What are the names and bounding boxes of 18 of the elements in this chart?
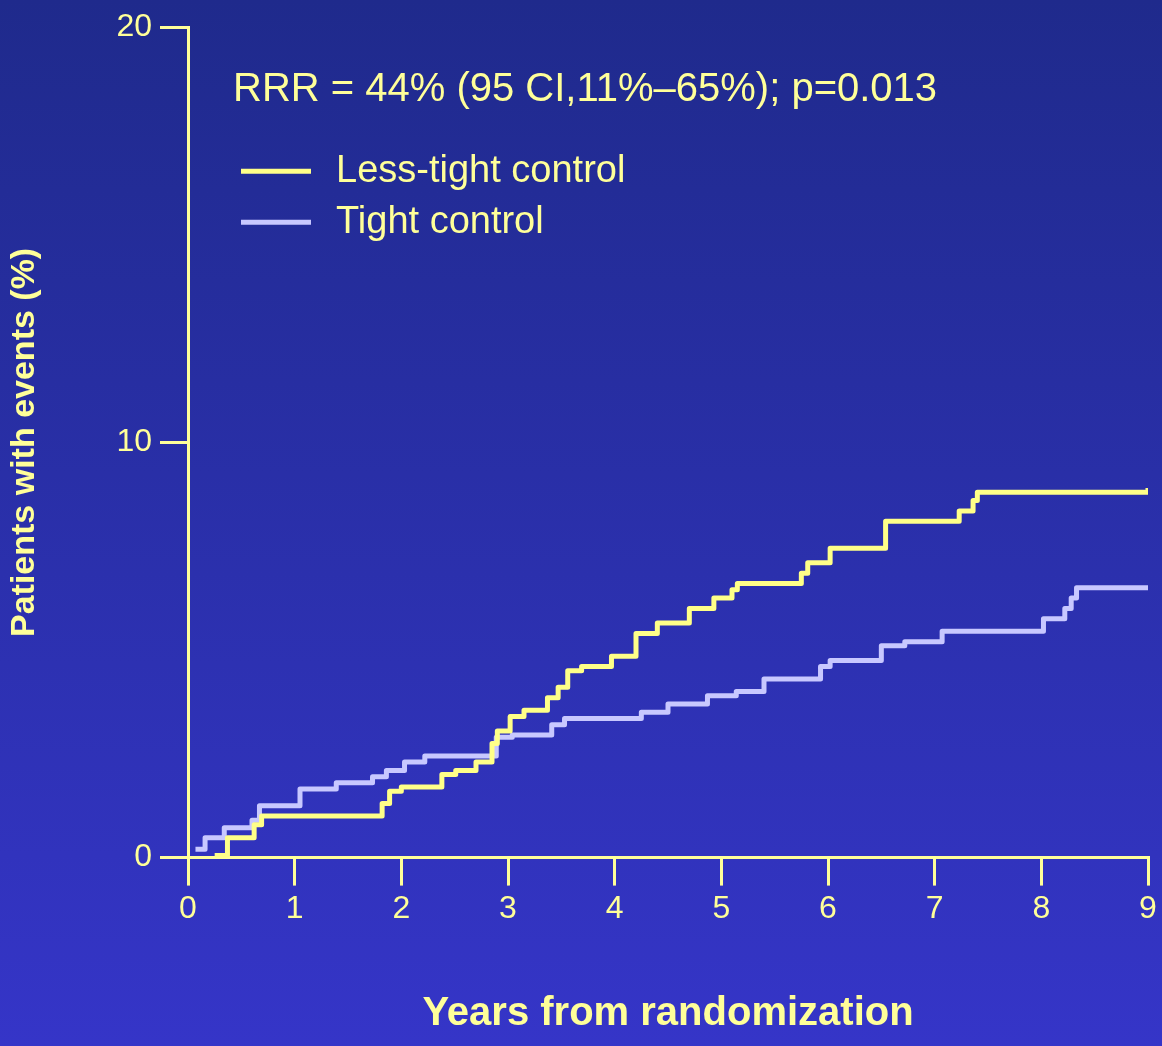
x-tick-label: 2 (392, 888, 411, 925)
x-tick-label: 8 (1032, 888, 1051, 925)
y-tick-label: 20 (116, 7, 152, 44)
y-tick-label: 10 (116, 422, 152, 459)
x-tick-label: 5 (712, 888, 731, 925)
legend-label: Less-tight control (336, 147, 626, 190)
x-tick-label: 9 (1139, 888, 1157, 925)
x-tick-label: 4 (605, 888, 624, 925)
legend-label: Tight control (336, 198, 544, 241)
annotation: RRR = 44% (95 CI,11%–65%); p=0.013 (233, 65, 938, 110)
x-tick-label: 1 (285, 888, 304, 925)
x-tick-label: 3 (499, 888, 517, 925)
y-tick-label: 0 (134, 837, 152, 874)
x-tick-label: 0 (179, 888, 197, 925)
x-tick-label: 6 (819, 888, 837, 925)
y-axis-title: Patients with events (%) (2, 247, 41, 637)
x-tick-label: 7 (925, 888, 944, 925)
x-axis-title: Years from randomization (422, 989, 914, 1034)
